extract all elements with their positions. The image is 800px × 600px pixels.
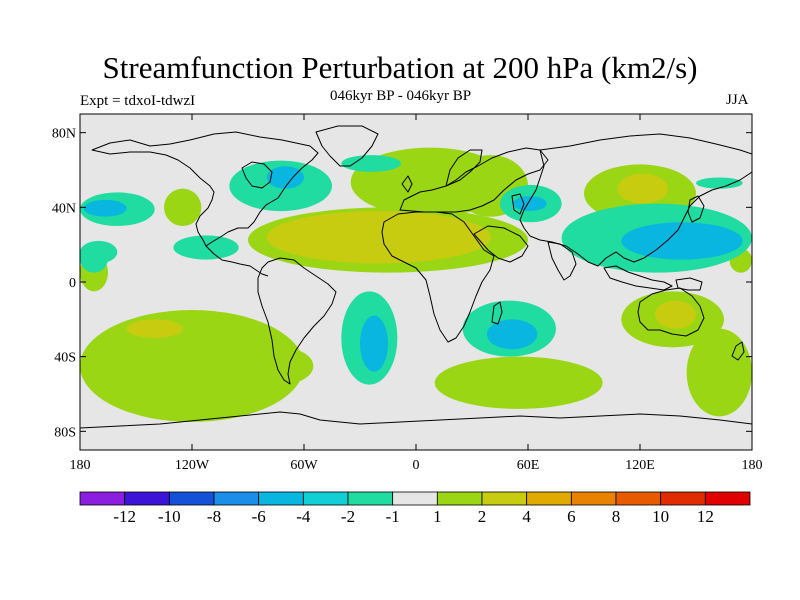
region-north-atlantic [341, 155, 402, 172]
colorbar-label: 12 [697, 507, 714, 526]
lon-tick-label: 60E [517, 458, 540, 473]
colorbar: -12 -10 -8 -6 -4 -2 -1 1 2 4 6 8 10 12 [79, 491, 751, 526]
colorbar-swatch [392, 491, 438, 506]
colorbar-label: -8 [207, 507, 221, 526]
coastline-north-america [91, 131, 319, 247]
lon-tick-label: 180 [742, 458, 763, 473]
colorbar-swatch [704, 491, 751, 506]
coastline-japan [687, 195, 705, 223]
region-siberia-east [696, 177, 743, 189]
colorbar-label: 1 [433, 507, 442, 526]
colorbar-label: -12 [113, 507, 136, 526]
coastline-asia [519, 133, 752, 267]
region-south-pacific [80, 310, 304, 422]
coastline-indonesia [603, 265, 673, 291]
lat-tick-label: 40N [52, 201, 76, 216]
region-north-pacific-east-core [83, 199, 127, 217]
colorbar-swatch [124, 491, 170, 506]
colorbar-label: -2 [341, 507, 355, 526]
chart-title: Streamfunction Perturbation at 200 hPa (… [102, 50, 698, 85]
lat-tick-label: 40S [54, 351, 76, 366]
region-south-america-south [247, 347, 314, 385]
region-western-pacific-core [621, 222, 743, 260]
colorbar-label: -1 [386, 507, 400, 526]
colorbar-swatch [526, 491, 572, 506]
colorbar-swatch [660, 491, 706, 506]
coastline-australia [637, 287, 705, 337]
lat-tick-label: 0 [69, 276, 76, 291]
lon-tick-label: 120W [175, 458, 210, 473]
region-subtropical-atlantic-africa [266, 211, 491, 264]
coastline-layer [80, 125, 752, 429]
colorbar-swatch [347, 491, 394, 506]
region-southern-ocean-indian [434, 356, 603, 409]
coastline-new-zealand [731, 341, 745, 361]
coastline-antarctica [80, 411, 752, 429]
lat-tick-label: 80S [54, 425, 76, 440]
coastline-africa [381, 211, 495, 343]
colorbar-swatch [481, 491, 528, 506]
colorbar-label: 8 [612, 507, 621, 526]
colorbar-swatch [213, 491, 260, 506]
colorbar-label: -10 [158, 507, 181, 526]
region-southwest-pacific [686, 328, 752, 417]
colorbar-swatch [436, 491, 483, 506]
region-east-asia-core [617, 173, 668, 204]
coastline-caspian-sea [511, 193, 525, 215]
colorbar-swatch [302, 491, 349, 506]
coastline-hudson-bay [241, 161, 273, 189]
coastline-greenland [315, 125, 379, 167]
coastline-scandinavia [445, 149, 483, 187]
colorbar-label: 2 [478, 507, 487, 526]
chart-subtitle: 046kyr BP - 046kyr BP [330, 88, 472, 104]
region-east-pacific-equatorial-2 [173, 235, 239, 260]
experiment-label: Expt = tdxoI-tdwzI [80, 93, 196, 109]
coastline-madagascar [491, 301, 503, 325]
season-label: JJA [726, 92, 749, 108]
coastline-arabia [473, 225, 529, 263]
region-south-indian-core [486, 319, 538, 350]
region-west-africa-north [164, 188, 202, 226]
colorbar-swatch [570, 491, 617, 506]
colorbar-label: -4 [296, 507, 311, 526]
lon-tick-label: 60W [290, 458, 318, 473]
lon-tick-label: 120E [625, 458, 655, 473]
region-south-pacific-core [126, 319, 183, 338]
lon-tick-label: 0 [413, 458, 420, 473]
colorbar-swatch [615, 491, 662, 506]
colorbar-label: 6 [567, 507, 576, 526]
axis-ticks: 80N 40N 0 40S 80S 180 120W 60W 0 60E 120E 180 [52, 114, 763, 473]
colorbar-label: -6 [252, 507, 266, 526]
coastline-british-isles [401, 175, 413, 193]
colorbar-label: 4 [522, 507, 531, 526]
colorbar-swatch [168, 491, 215, 506]
lat-tick-label: 80N [52, 127, 76, 142]
lon-tick-label: 180 [70, 458, 91, 473]
colorbar-swatch [258, 491, 304, 506]
region-alaska-pacific [80, 240, 118, 264]
colorbar-swatch [79, 491, 126, 506]
coastline-india [547, 241, 577, 281]
colorbar-label: 10 [652, 507, 669, 526]
region-south-atlantic-core [360, 315, 388, 372]
region-hudson-bay-core [266, 166, 305, 189]
region-australia-core [654, 300, 696, 329]
region-caspian-core [513, 196, 547, 212]
coastline-south-america [257, 257, 337, 385]
